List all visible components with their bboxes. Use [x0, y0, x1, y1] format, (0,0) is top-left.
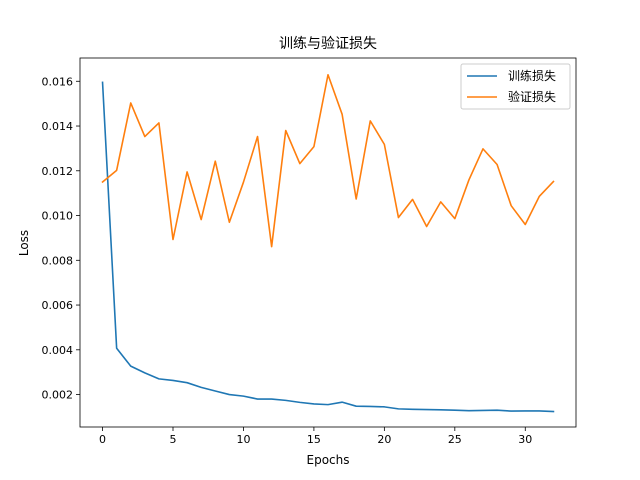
y-tick-label: 0.016	[42, 75, 74, 88]
y-tick-label: 0.012	[42, 165, 74, 178]
x-axis: 0 5 10 15 20 25 30	[99, 427, 532, 446]
x-tick-label: 15	[307, 433, 321, 446]
y-tick-label: 0.010	[42, 210, 74, 223]
legend-label-train: 训练损失	[508, 68, 556, 83]
plot-area	[79, 57, 577, 428]
y-tick-label: 0.014	[42, 120, 74, 133]
y-tick-label: 0.008	[42, 254, 74, 267]
x-axis-label: Epochs	[307, 453, 350, 467]
legend: 训练损失 验证损失	[460, 63, 571, 110]
x-tick-label: 20	[377, 433, 391, 446]
x-tick-label: 0	[99, 433, 106, 446]
x-tick-label: 5	[170, 433, 177, 446]
x-tick-label: 10	[236, 433, 250, 446]
y-axis: 0.002 0.004 0.006 0.008 0.010 0.012 0.014 0.016	[42, 75, 80, 402]
val-loss-line	[101, 73, 555, 248]
y-tick-label: 0.002	[42, 389, 74, 402]
axes-frame	[79, 57, 577, 428]
axes-background	[80, 58, 576, 427]
chart-title: 训练与验证损失	[279, 36, 377, 52]
series-layer	[101, 73, 555, 413]
y-tick-label: 0.004	[42, 344, 74, 357]
legend-label-val: 验证损失	[508, 89, 556, 104]
x-tick-label: 30	[518, 433, 532, 446]
y-axis-label: Loss	[17, 230, 31, 256]
x-tick-label: 25	[448, 433, 462, 446]
y-tick-label: 0.006	[42, 299, 74, 312]
train-loss-line	[101, 81, 555, 413]
